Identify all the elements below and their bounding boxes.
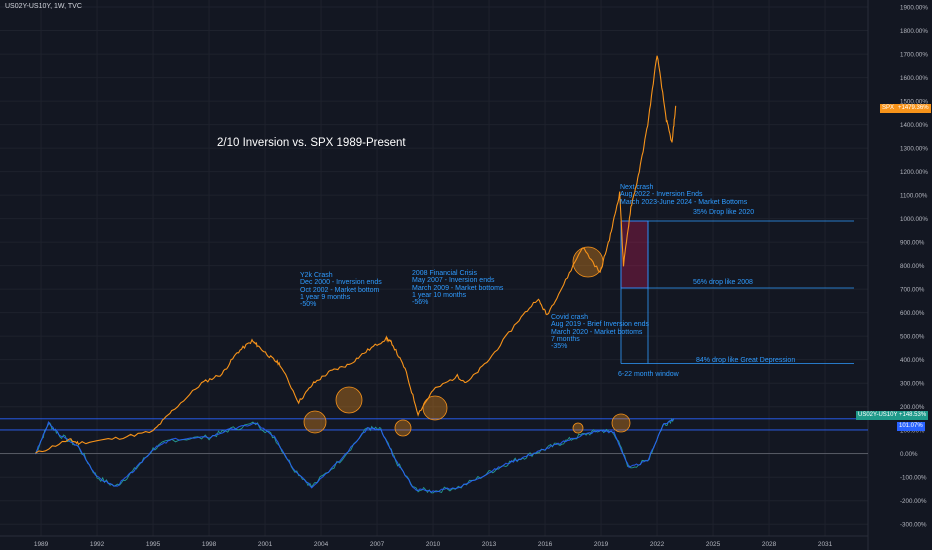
- y-tick-label: 100.00%: [900, 428, 925, 435]
- x-tick-label: 2001: [258, 541, 273, 548]
- symbol-title: US02Y-US10Y, 1W, TVC: [5, 3, 82, 10]
- label-drop-56: 56% drop like 2008: [693, 279, 753, 286]
- annotation-y2k: Y2k Crash Dec 2000 - Inversion ends Oct 20…: [300, 271, 382, 309]
- x-tick-label: 2031: [818, 541, 833, 548]
- x-tick-label: 1998: [202, 541, 217, 548]
- chart-title: 2/10 Inversion vs. SPX 1989-Present: [217, 137, 406, 149]
- y-tick-label: 900.00%: [900, 240, 925, 247]
- highlight-circle: [335, 386, 363, 414]
- y-tick-label: 1000.00%: [900, 216, 928, 223]
- y-tick-label: 1400.00%: [900, 122, 928, 129]
- spread-badge-label: US02Y-US10Y: [856, 411, 900, 420]
- x-tick-label: 2007: [370, 541, 385, 548]
- x-tick-label: 2019: [594, 541, 609, 548]
- x-tick-label: 2010: [426, 541, 441, 548]
- series-spread-average: [35, 418, 675, 493]
- y-tick-label: 1200.00%: [900, 169, 928, 176]
- y-tick-label: 1100.00%: [900, 193, 928, 200]
- spread-badge-value: +148.53%: [897, 411, 929, 420]
- series-spx-line: [35, 55, 677, 454]
- highlight-circle: [611, 413, 631, 433]
- y-tick-label: 1300.00%: [900, 146, 928, 153]
- highlight-circle: [572, 422, 584, 434]
- highlight-circle: [303, 410, 327, 434]
- y-tick-label: 200.00%: [900, 404, 925, 411]
- label-drop-35: 35% Drop like 2020: [693, 209, 755, 216]
- x-tick-label: 2025: [706, 541, 721, 548]
- x-tick-label: 2016: [538, 541, 553, 548]
- y-tick-label: -200.00%: [900, 498, 927, 505]
- y-tick-label: 300.00%: [900, 381, 925, 388]
- highlight-circle: [394, 419, 412, 437]
- label-drop-84: 84% drop like Great Depression: [696, 357, 796, 364]
- x-tick-label: 2013: [482, 541, 497, 548]
- label-window: 6-22 month window: [618, 371, 679, 378]
- x-tick-label: 1992: [90, 541, 105, 548]
- x-tick-label: 2028: [762, 541, 777, 548]
- highlight-circle: [572, 246, 604, 278]
- annotation-2008: 2008 Financial Crisis May 2007 - Inversio…: [412, 269, 504, 307]
- x-tick-label: 2022: [650, 541, 665, 548]
- annotation-next-crash: Next crash Aug 2022 - Inversion Ends March…: [620, 183, 748, 206]
- x-tick-label: 1989: [34, 541, 49, 548]
- y-tick-label: 1900.00%: [900, 5, 928, 12]
- y-tick-label: 0.00%: [900, 451, 918, 458]
- x-tick-label: 1995: [146, 541, 161, 548]
- spx-badge-value: +1479.36%: [896, 104, 931, 113]
- y-tick-label: -100.00%: [900, 475, 927, 482]
- y-tick-label: 400.00%: [900, 357, 925, 364]
- y-tick-label: 1600.00%: [900, 75, 928, 82]
- y-tick-label: 1800.00%: [900, 28, 928, 35]
- spx-badge-label: SPX: [880, 104, 897, 113]
- highlight-circle: [422, 395, 448, 421]
- level-badge-value: 101.07%: [897, 422, 925, 431]
- y-tick-label: 800.00%: [900, 263, 925, 270]
- y-tick-label: -300.00%: [900, 522, 927, 529]
- annotation-covid: Covid crash Aug 2019 - Brief Inversion en…: [551, 313, 650, 351]
- y-tick-label: 600.00%: [900, 310, 925, 317]
- x-tick-label: 2004: [314, 541, 329, 548]
- y-tick-label: 700.00%: [900, 287, 925, 294]
- y-tick-label: 500.00%: [900, 334, 925, 341]
- y-tick-label: 1500.00%: [900, 99, 928, 106]
- y-tick-label: 1700.00%: [900, 52, 928, 59]
